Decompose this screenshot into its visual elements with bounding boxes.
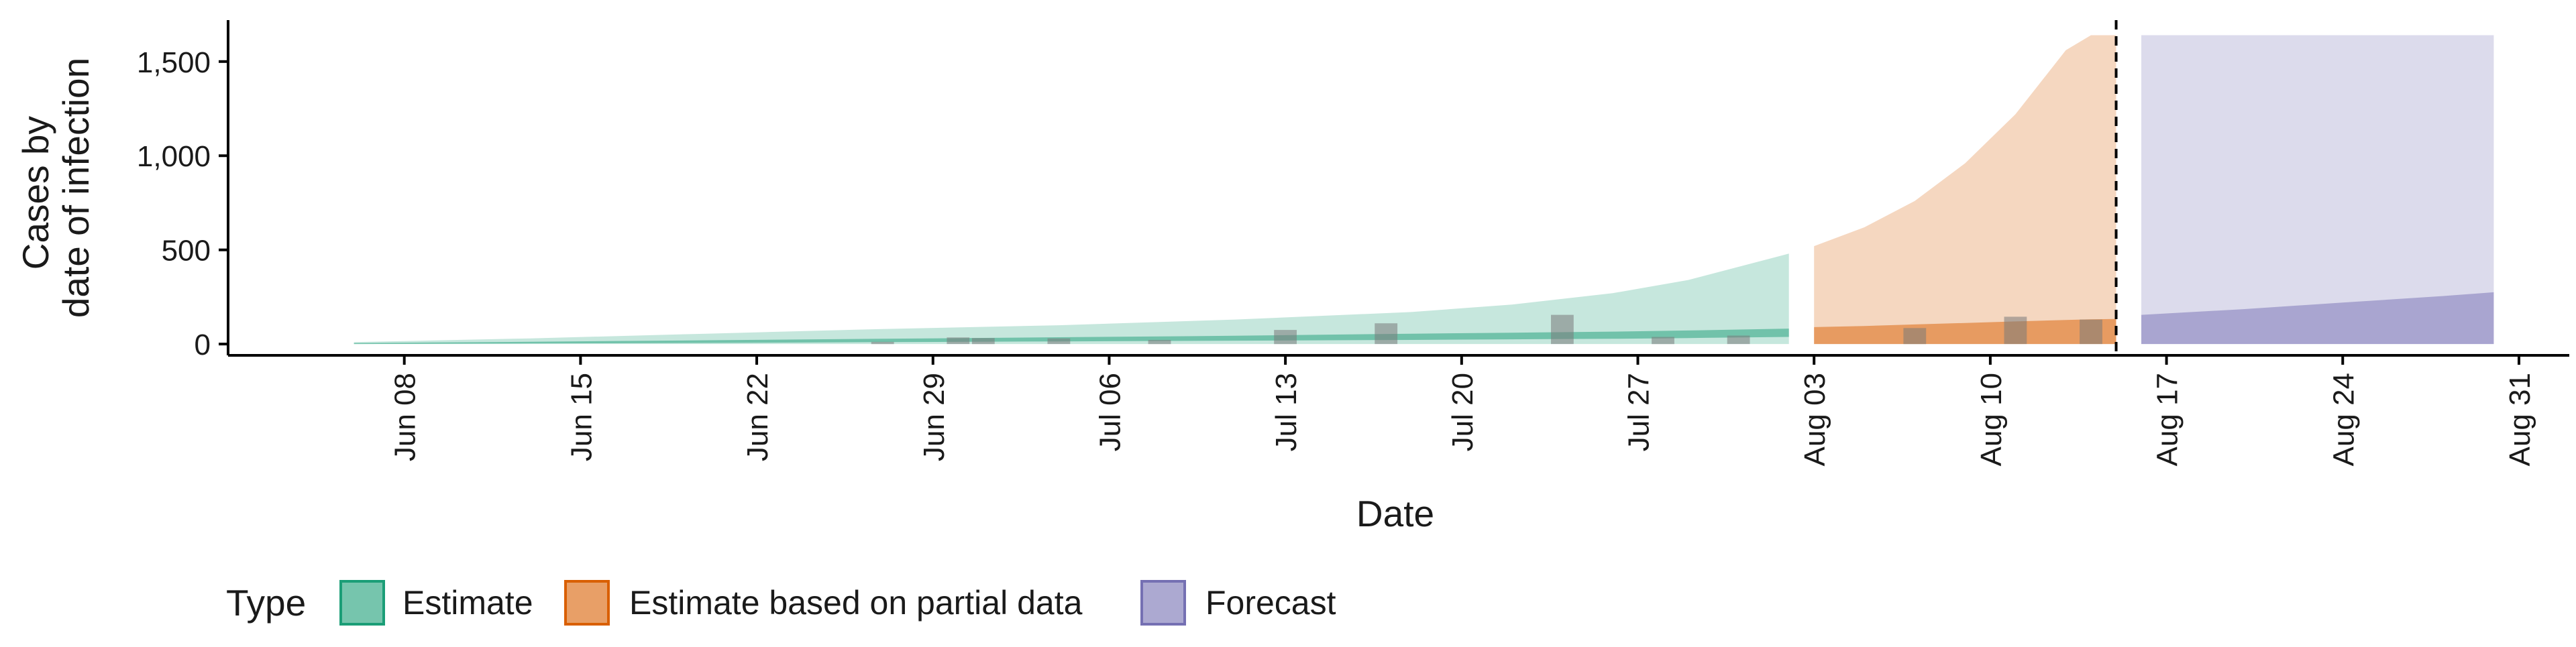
legend-title: Type bbox=[226, 582, 306, 624]
legend-key-estimate bbox=[339, 580, 385, 626]
legend-label-forecast: Forecast bbox=[1205, 584, 1336, 622]
legend-label-partial: Estimate based on partial data bbox=[629, 584, 1083, 622]
band-outer-estimate-based-on-partial-data bbox=[1814, 35, 2116, 345]
band-outer-estimate bbox=[354, 253, 1789, 345]
reported-case-bar bbox=[1375, 323, 1398, 345]
reported-case-bar bbox=[2004, 316, 2027, 345]
x-tick-label: Aug 31 bbox=[2504, 373, 2536, 466]
x-tick-label: Aug 17 bbox=[2151, 373, 2184, 466]
plot-area bbox=[354, 20, 2494, 355]
x-tick-label: Aug 24 bbox=[2327, 373, 2360, 466]
band-outer-forecast bbox=[2141, 35, 2494, 345]
y-axis-title: Cases by date of infection bbox=[15, 58, 97, 318]
y-tick-label: 500 bbox=[162, 235, 211, 268]
reported-case-bar bbox=[971, 338, 995, 345]
x-tick-label: Jul 27 bbox=[1623, 373, 1656, 451]
x-tick-label: Aug 03 bbox=[1799, 373, 1831, 466]
x-ticks: Jun 08 Jun 15 Jun 22 Jun 29 Jul 06 Jul 13 Jul … bbox=[389, 355, 2536, 466]
y-tick-label: 1,000 bbox=[137, 140, 211, 173]
reported-case-bar bbox=[871, 341, 894, 345]
y-axis-title-line-2: date of infection bbox=[55, 58, 97, 318]
reported-case-bar bbox=[2080, 319, 2102, 345]
reported-case-bar bbox=[1148, 340, 1171, 345]
reported-case-bar bbox=[1727, 335, 1750, 345]
reported-case-bar bbox=[1652, 337, 1674, 345]
legend-label-estimate: Estimate bbox=[402, 584, 533, 622]
reported-case-bar bbox=[947, 337, 970, 345]
x-tick-label: Aug 10 bbox=[1975, 373, 2008, 466]
x-tick-label: Jun 22 bbox=[741, 373, 774, 461]
y-ticks: 0 500 1,000 1,500 bbox=[137, 46, 228, 361]
reported-case-bar bbox=[1274, 330, 1297, 345]
x-tick-label: Jun 15 bbox=[565, 373, 598, 461]
legend: Type Estimate Estimate based on partial … bbox=[226, 580, 1336, 626]
y-axis-title-line-1: Cases by bbox=[15, 116, 56, 270]
x-tick-label: Jun 29 bbox=[918, 373, 951, 461]
x-tick-label: Jul 06 bbox=[1093, 373, 1126, 451]
x-tick-label: Jul 20 bbox=[1446, 373, 1479, 451]
y-tick-label: 0 bbox=[195, 329, 211, 361]
reported-case-bar bbox=[1551, 314, 1574, 345]
y-tick-label: 1,500 bbox=[137, 46, 211, 79]
x-tick-label: Jun 08 bbox=[389, 373, 422, 461]
band-inner-estimate-based-on-partial-data bbox=[1814, 318, 2116, 345]
band-inner-forecast bbox=[2141, 292, 2494, 345]
legend-key-forecast bbox=[1140, 580, 1186, 626]
band-inner-estimate bbox=[354, 329, 1789, 345]
reported-case-bar bbox=[1903, 328, 1927, 345]
x-axis-title: Date bbox=[1356, 493, 1434, 534]
x-tick-label: Jul 13 bbox=[1270, 373, 1303, 451]
axes bbox=[227, 20, 2569, 357]
reported-case-bar bbox=[1047, 338, 1071, 345]
legend-key-partial bbox=[564, 580, 610, 626]
